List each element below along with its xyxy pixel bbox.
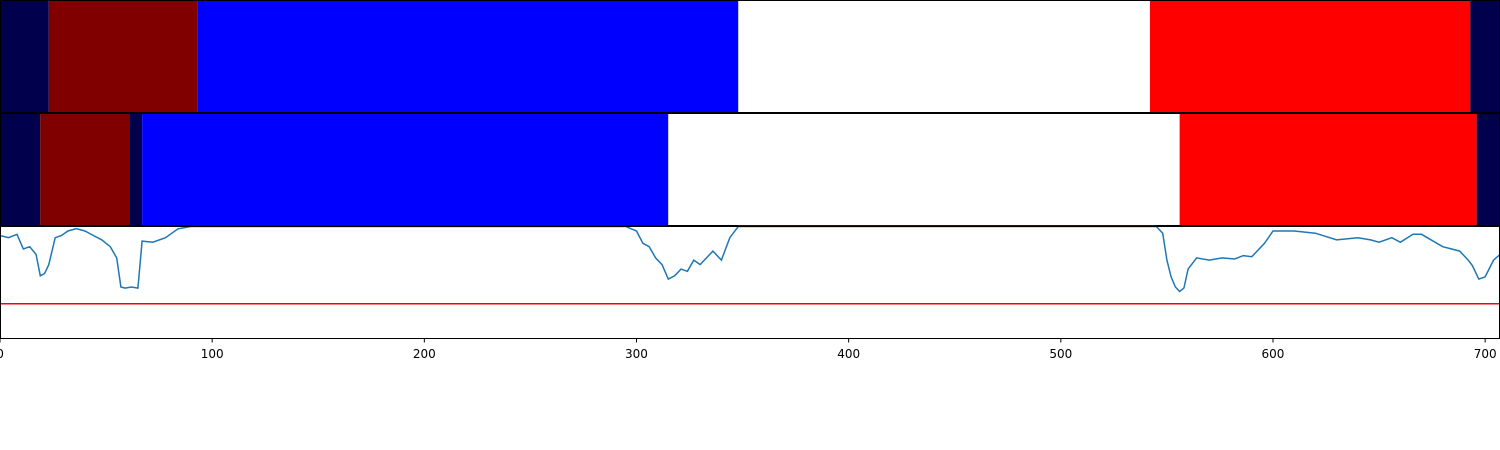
segment (0, 0, 49, 113)
segment (1179, 113, 1477, 226)
segment (738, 0, 1150, 113)
segment (1149, 0, 1471, 113)
x-tick-label: 500 (1049, 347, 1072, 361)
confidence-line (0, 225, 1500, 293)
x-tick-label: 300 (625, 347, 648, 361)
segment (142, 113, 669, 226)
x-tick-label: 600 (1262, 347, 1285, 361)
segment (48, 0, 198, 113)
x-tick-label: 100 (201, 347, 224, 361)
segment (129, 113, 143, 226)
segment (197, 0, 739, 113)
segment (0, 113, 41, 226)
x-tick-label: 400 (837, 347, 860, 361)
segment (1470, 0, 1500, 113)
segment (668, 113, 1180, 226)
segment (40, 113, 130, 226)
x-tick-label: 0 (0, 347, 4, 361)
x-tick-label: 700 (1474, 347, 1497, 361)
x-tick-label: 200 (413, 347, 436, 361)
panel-frame (0, 226, 1500, 339)
segment (1476, 113, 1500, 226)
